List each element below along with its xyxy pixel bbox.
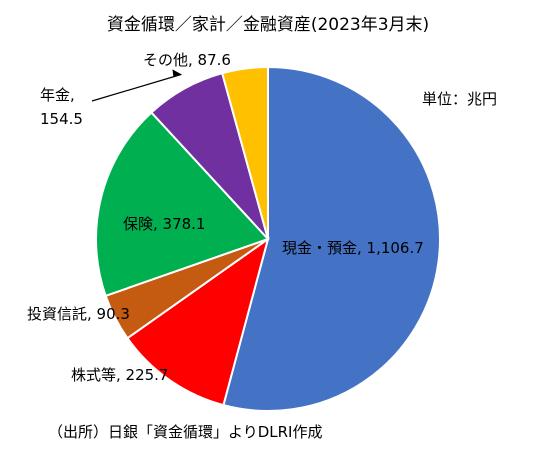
pie-slice-1: [126, 236, 270, 407]
source-note: （出所）日銀「資金循環」よりDLRI作成: [48, 423, 322, 441]
slice-label-1: 株式等, 225.7: [71, 366, 168, 384]
slice-label-2: 投資信託, 90.3: [27, 305, 130, 323]
chart-title: 資金循環／家計／金融資産(2023年3月末): [107, 15, 429, 35]
slice-labels: 現金・預金, 1,106.7 株式等, 225.7 投資信託, 90.3 保険, 37…: [27, 51, 424, 384]
slice-label-4: 年金,: [40, 86, 75, 104]
pie-slice-5: [220, 65, 269, 240]
leader-line: [91, 73, 182, 102]
slice-value-label-4: 154.5: [40, 110, 83, 128]
pie-slices: [95, 65, 441, 412]
slice-label-5: その他, 87.6: [143, 51, 231, 69]
slice-label-0: 現金・預金, 1,106.7: [282, 239, 424, 257]
pie-slice-3: [95, 111, 270, 298]
slice-label-3: 保険, 378.1: [123, 215, 205, 233]
pie-slice-0: [222, 65, 441, 412]
leader-arrow: [172, 69, 182, 78]
unit-label: 単位：兆円: [422, 90, 497, 108]
